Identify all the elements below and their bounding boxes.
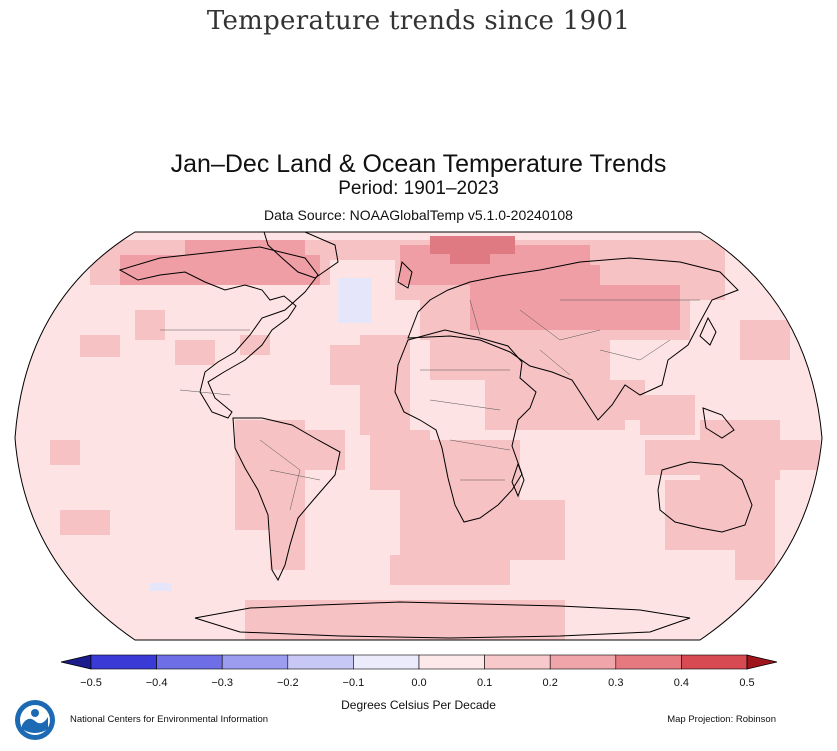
legend-tick-label: −0.1 bbox=[342, 677, 365, 689]
legend-bin bbox=[549, 654, 617, 670]
legend-bin bbox=[90, 654, 157, 670]
legend-bin bbox=[418, 654, 485, 670]
north-america-outline bbox=[118, 246, 319, 419]
continent-outlines bbox=[118, 232, 753, 639]
antarctica-outline bbox=[194, 601, 691, 639]
footer-organization: National Centers for Environmental Infor… bbox=[70, 714, 269, 725]
legend-bin bbox=[221, 654, 289, 670]
map-data-source: Data Source: NOAAGlobalTemp v5.1.0-20240… bbox=[264, 207, 573, 223]
legend-bin bbox=[484, 654, 551, 670]
footer-projection: Map Projection: Robinson bbox=[667, 714, 776, 725]
australia-outline bbox=[657, 461, 753, 533]
globe-border bbox=[14, 231, 823, 641]
legend-tick-label: 0.2 bbox=[542, 677, 558, 689]
legend-bin bbox=[156, 654, 223, 670]
legend-bin bbox=[287, 654, 354, 670]
legend-bin bbox=[681, 654, 748, 670]
greenland-outline bbox=[261, 232, 339, 279]
page-heading: Temperature trends since 1901 bbox=[206, 6, 631, 36]
map-title: Jan–Dec Land & Ocean Temperature Trends bbox=[170, 150, 667, 178]
noaa-logo-icon bbox=[15, 700, 55, 740]
legend-tick-label: 0.0 bbox=[411, 677, 427, 689]
legend-tick-label: −0.5 bbox=[80, 677, 102, 689]
legend-above-arrow bbox=[746, 654, 778, 670]
legend-bin bbox=[615, 654, 682, 670]
legend-tick-label: −0.3 bbox=[211, 677, 234, 689]
map-period: Period: 1901–2023 bbox=[338, 178, 499, 199]
southeast-asia-islands-outline bbox=[702, 407, 735, 439]
eurasia-outline bbox=[407, 257, 739, 421]
country-borders bbox=[160, 299, 700, 511]
legend-tick-label: −0.2 bbox=[276, 677, 299, 689]
japan-outline bbox=[699, 316, 717, 346]
strong-trend-cells bbox=[120, 240, 680, 330]
legend-below-arrow bbox=[60, 654, 92, 670]
british-isles-outline bbox=[397, 260, 413, 289]
trend-grid bbox=[15, 232, 822, 640]
legend-title: Degrees Celsius Per Decade bbox=[341, 698, 496, 712]
south-america-outline bbox=[232, 417, 341, 582]
legend-tick-label: 0.5 bbox=[739, 677, 755, 689]
legend-tick-label: 0.3 bbox=[608, 677, 624, 689]
legend-bin bbox=[353, 654, 420, 670]
strongest-trend-cells bbox=[430, 236, 515, 264]
madagascar-outline bbox=[511, 462, 525, 498]
cooling-trend-cells bbox=[150, 278, 372, 591]
legend-tick-label: 0.4 bbox=[673, 677, 690, 689]
legend-tick-label: 0.1 bbox=[476, 677, 493, 689]
legend-tick-label: −0.4 bbox=[145, 677, 168, 689]
